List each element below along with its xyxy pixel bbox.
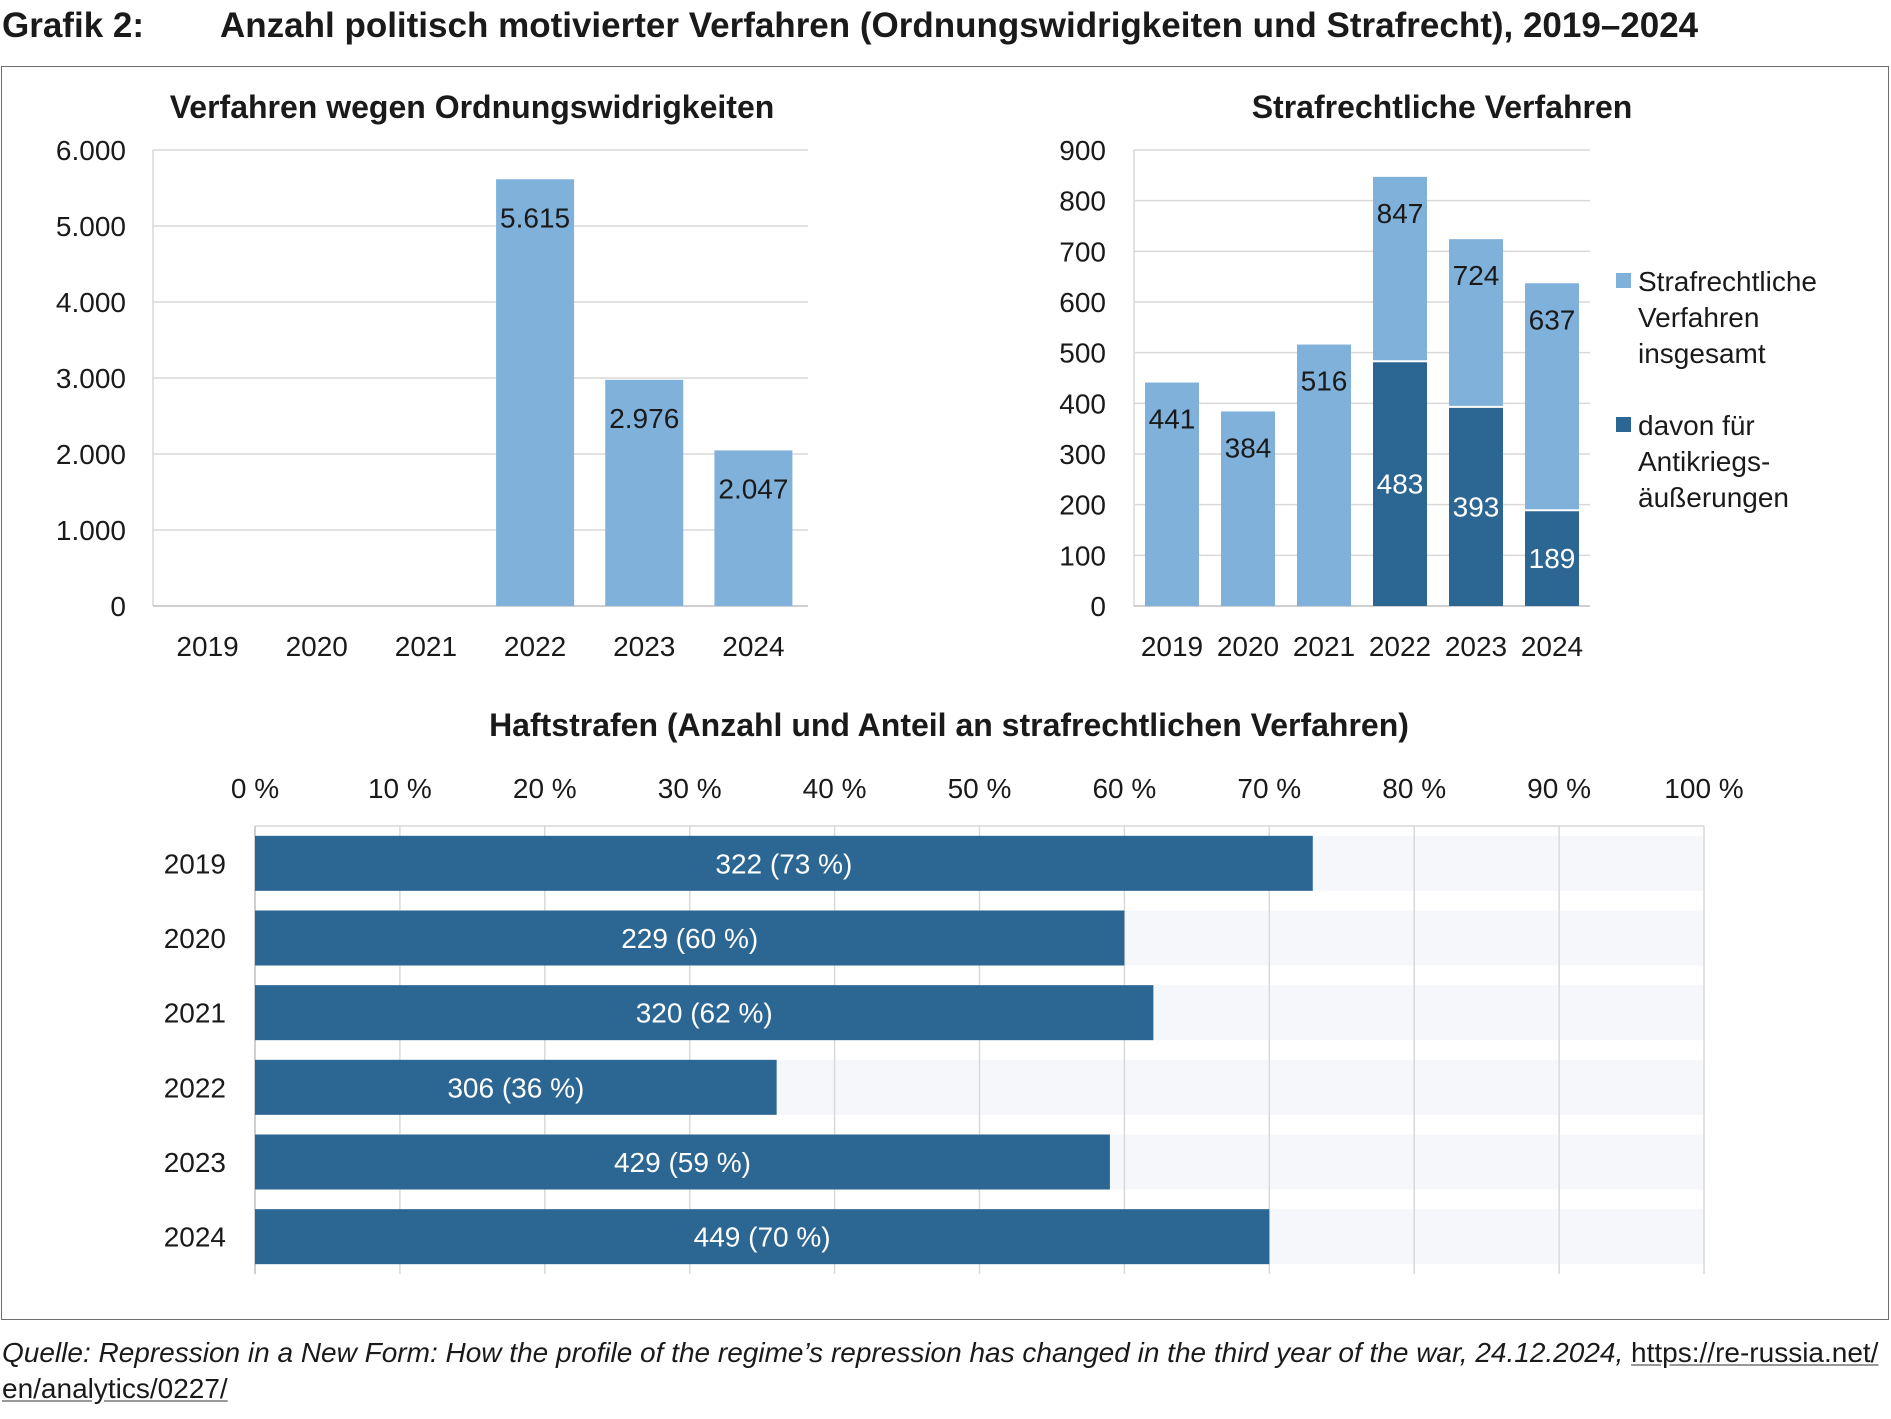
- chart2-data-label-antiwar: 393: [1453, 491, 1500, 522]
- source-note: Quelle: Repression in a New Form: How th…: [2, 1335, 1878, 1407]
- chart3-bar: [255, 1209, 1270, 1265]
- chart1-xtick: 2023: [613, 631, 675, 662]
- chart1-ytick: 6.000: [56, 135, 126, 166]
- source-link-1[interactable]: https://re-russia.net/: [1631, 1337, 1879, 1368]
- chart2-xtick: 2024: [1521, 631, 1583, 662]
- chart3-xtick: 40 %: [803, 773, 867, 804]
- chart2-xtick: 2020: [1217, 631, 1279, 662]
- chart2-ytick: 400: [1059, 388, 1106, 419]
- figure-header: Grafik 2: Anzahl politisch motivierter Ve…: [2, 6, 1698, 46]
- chart1-title: Verfahren wegen Ordnungswidrigkeiten: [170, 89, 775, 125]
- chart2-bar-total: [1297, 344, 1351, 606]
- chart3-ytick: 2023: [164, 1147, 226, 1178]
- chart3-ytick: 2019: [164, 848, 226, 879]
- chart1-data-label: 2.047: [718, 473, 788, 504]
- chart2-data-label-total: 847: [1377, 198, 1424, 229]
- chart3-data-label: 322 (73 %): [715, 848, 852, 879]
- chart3-bar: [255, 910, 1125, 966]
- chart3-bar: [255, 985, 1154, 1041]
- chart2-legend-text: davon für: [1638, 410, 1755, 441]
- figure-label: Grafik 2:: [2, 6, 144, 45]
- chart3-xtick: 70 %: [1237, 773, 1301, 804]
- chart2-legend-text: Verfahren: [1638, 302, 1759, 333]
- chart2-xtick: 2022: [1369, 631, 1431, 662]
- chart2-bar-antiwar: [1373, 361, 1427, 606]
- chart2-ytick: 200: [1059, 490, 1106, 521]
- chart2-bar-antiwar: [1525, 510, 1579, 606]
- chart3-data-label: 320 (62 %): [636, 998, 773, 1029]
- chart1-ytick: 0: [110, 591, 126, 622]
- chart1-bar: [605, 379, 684, 606]
- chart3-bar: [255, 1134, 1110, 1190]
- chart2-ytick: 300: [1059, 439, 1106, 470]
- chart2-ytick: 600: [1059, 287, 1106, 318]
- chart2-bar-total: [1221, 411, 1275, 606]
- chart1-xtick: 2020: [286, 631, 348, 662]
- chart3-data-label: 306 (36 %): [447, 1072, 584, 1103]
- chart1-ytick: 2.000: [56, 439, 126, 470]
- chart2-ytick: 100: [1059, 540, 1106, 571]
- chart2-legend-swatch: [1616, 273, 1631, 288]
- chart3-ytick: 2022: [164, 1072, 226, 1103]
- chart2-data-label-antiwar: 483: [1377, 469, 1424, 500]
- source-link-2[interactable]: en/analytics/0227/: [2, 1373, 228, 1404]
- chart2-bar-total: [1145, 382, 1199, 606]
- chart3-xtick: 60 %: [1092, 773, 1156, 804]
- chart3-xtick: 0 %: [231, 773, 279, 804]
- chart3-data-label: 429 (59 %): [614, 1147, 751, 1178]
- chart1-xtick: 2024: [722, 631, 784, 662]
- chart2-data-label-antiwar: 189: [1529, 543, 1576, 574]
- chart3-xtick: 20 %: [513, 773, 577, 804]
- chart3-data-label: 229 (60 %): [621, 923, 758, 954]
- chart-frame: [1, 66, 1889, 1320]
- chart1-bar: [714, 450, 793, 606]
- chart1-xtick: 2022: [504, 631, 566, 662]
- chart3-data-label: 449 (70 %): [694, 1222, 831, 1253]
- chart3-xtick: 10 %: [368, 773, 432, 804]
- figure-title: Anzahl politisch motivierter Verfahren (…: [220, 6, 1699, 45]
- chart1-data-label: 5.615: [500, 202, 570, 233]
- chart2-ytick: 0: [1090, 591, 1106, 622]
- chart3-title: Haftstrafen (Anzahl und Anteil an strafr…: [489, 707, 1409, 743]
- chart2-bar-antiwar: [1449, 406, 1503, 606]
- chart2-xtick: 2019: [1141, 631, 1203, 662]
- chart1-xtick: 2021: [395, 631, 457, 662]
- chart1-ytick: 4.000: [56, 287, 126, 318]
- chart1-xtick: 2019: [176, 631, 238, 662]
- chart1-ytick: 3.000: [56, 363, 126, 394]
- chart1-bar: [496, 179, 575, 606]
- chart3-bar: [255, 835, 1313, 891]
- chart3-bar: [255, 1059, 777, 1115]
- chart3-ytick: 2024: [164, 1222, 226, 1253]
- chart3-ytick: 2020: [164, 923, 226, 954]
- chart2-xtick: 2023: [1445, 631, 1507, 662]
- chart2-ytick: 500: [1059, 338, 1106, 369]
- chart2-legend-text: Antikriegs-: [1638, 446, 1770, 477]
- chart2-data-label-total: 724: [1453, 260, 1500, 291]
- chart3-xtick: 90 %: [1527, 773, 1591, 804]
- chart2-data-label-total: 441: [1149, 404, 1196, 435]
- chart3-xtick: 80 %: [1382, 773, 1446, 804]
- chart2-data-label-total: 637: [1529, 304, 1576, 335]
- chart3-xtick: 30 %: [658, 773, 722, 804]
- chart3-xtick: 100 %: [1664, 773, 1743, 804]
- chart1-data-label: 2.976: [609, 403, 679, 434]
- chart2-title: Strafrechtliche Verfahren: [1252, 89, 1633, 125]
- chart2-data-label-total: 384: [1225, 432, 1272, 463]
- chart3-ytick: 2021: [164, 998, 226, 1029]
- chart2-ytick: 900: [1059, 135, 1106, 166]
- chart2-legend-swatch: [1616, 417, 1631, 432]
- source-text: Quelle: Repression in a New Form: How th…: [2, 1337, 1632, 1368]
- chart1-ytick: 1.000: [56, 515, 126, 546]
- chart2-ytick: 800: [1059, 186, 1106, 217]
- chart2-xtick: 2021: [1293, 631, 1355, 662]
- chart3-xtick: 50 %: [948, 773, 1012, 804]
- chart2-data-label-total: 516: [1301, 366, 1348, 397]
- chart2-legend-text: äußerungen: [1638, 482, 1789, 513]
- chart1-ytick: 5.000: [56, 211, 126, 242]
- chart2-legend-text: insgesamt: [1638, 338, 1766, 369]
- chart2-legend-text: Strafrechtliche: [1638, 266, 1817, 297]
- chart2-ytick: 700: [1059, 236, 1106, 267]
